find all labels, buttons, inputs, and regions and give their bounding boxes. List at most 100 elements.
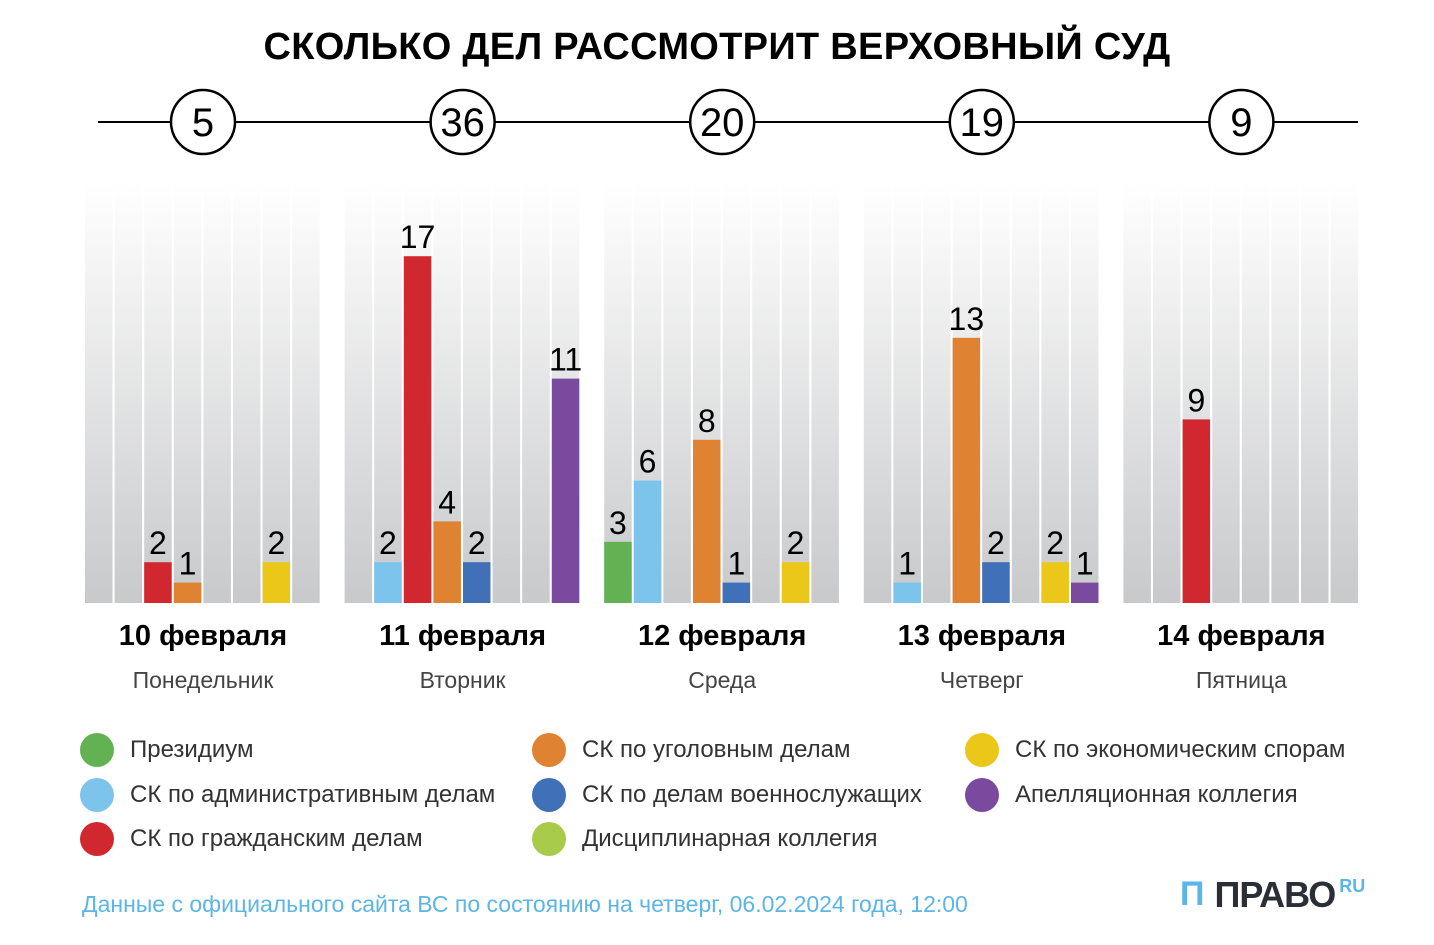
total-circle — [169, 88, 237, 156]
column-background — [344, 183, 373, 603]
total-label: 20 — [700, 101, 745, 145]
bar — [463, 562, 491, 603]
data-label: 8 — [698, 403, 716, 439]
data-label: 9 — [1187, 382, 1205, 418]
data-label: 4 — [438, 484, 456, 520]
column-background — [463, 183, 491, 603]
column-background — [233, 183, 261, 603]
total-circle — [948, 88, 1016, 156]
weekday-label: Пятница — [1195, 667, 1287, 693]
weekday-label: Среда — [688, 667, 757, 693]
column-background — [374, 183, 402, 603]
bar — [551, 378, 580, 603]
column-background — [1011, 183, 1040, 603]
total-circle — [688, 88, 756, 156]
bar — [374, 562, 402, 603]
legend-swatch — [80, 733, 114, 767]
column-background — [923, 183, 951, 603]
day-label: 10 февраля — [118, 620, 288, 652]
chart-title: СКОЛЬКО ДЕЛ РАССМОТРИТ ВЕРХОВНЫЙ СУД — [263, 26, 1171, 68]
bar — [693, 439, 721, 603]
data-label: 13 — [949, 301, 985, 337]
bar — [604, 541, 632, 603]
data-label: 1 — [727, 546, 745, 582]
bar — [722, 582, 751, 603]
legend-swatch — [532, 778, 566, 812]
column-background — [781, 183, 810, 603]
legend-swatch — [965, 733, 999, 767]
data-label: 6 — [639, 444, 657, 480]
column-background — [1123, 183, 1151, 603]
data-label: 2 — [149, 525, 167, 561]
column-background — [492, 183, 521, 603]
data-label: 1 — [1076, 546, 1094, 582]
legend-label: СК по административным делам — [130, 781, 496, 808]
column-background — [1271, 183, 1299, 603]
bar — [433, 521, 461, 603]
weekday-label: Понедельник — [132, 667, 274, 693]
logo-suffix: RU — [1339, 876, 1366, 896]
column-background — [173, 183, 202, 603]
weekday-label: Вторник — [419, 667, 506, 693]
legend-swatch — [532, 822, 566, 856]
column-background — [144, 183, 172, 603]
total-label: 36 — [440, 101, 485, 145]
column-background — [752, 183, 780, 603]
bar — [403, 256, 432, 603]
column-background — [203, 183, 231, 603]
column-background — [811, 183, 839, 603]
column-background — [1041, 183, 1069, 603]
weekday-label: Четверг — [939, 667, 1024, 693]
bar — [893, 582, 921, 603]
bar — [144, 562, 172, 603]
bar — [1182, 419, 1211, 603]
day-label: 14 февраля — [1157, 620, 1326, 652]
bar — [173, 582, 202, 603]
column-background — [1212, 183, 1240, 603]
legend-item: Дисциплинарная коллегия — [532, 822, 878, 856]
legend-item: СК по гражданским делам — [80, 822, 423, 856]
column-background — [722, 183, 751, 603]
legend-swatch — [80, 822, 114, 856]
bar — [262, 562, 291, 603]
bar — [982, 562, 1010, 603]
pravo-ru-logo[interactable]: П ПРАВО RU — [1180, 876, 1365, 914]
data-label: 2 — [987, 525, 1005, 561]
column-background — [1153, 183, 1181, 603]
data-label: 2 — [379, 525, 397, 561]
column-background — [262, 183, 291, 603]
data-label: 1 — [898, 546, 916, 582]
legend-item: СК по уголовным делам — [532, 733, 851, 767]
column-background — [292, 183, 320, 603]
column-background — [604, 183, 632, 603]
bar — [952, 337, 981, 603]
legend-swatch — [532, 733, 566, 767]
bar — [781, 562, 810, 603]
legend-swatch — [80, 778, 114, 812]
column-background — [863, 183, 892, 603]
legend-item: Президиум — [80, 733, 253, 767]
column-background — [85, 183, 113, 603]
legend-item: СК по экономическим спорам — [965, 733, 1345, 767]
legend-label: Дисциплинарная коллегия — [582, 825, 878, 852]
data-label: 17 — [400, 219, 436, 255]
column-background — [1330, 183, 1359, 603]
column-background — [893, 183, 921, 603]
legend-label: СК по делам военнослужащих — [582, 781, 922, 808]
logo-mark: П — [1180, 875, 1205, 913]
column-background — [1241, 183, 1270, 603]
legend-label: СК по гражданским делам — [130, 825, 423, 852]
legend-item: СК по административным делам — [80, 778, 495, 812]
day-label: 12 февраля — [637, 620, 807, 652]
data-label: 1 — [179, 546, 197, 582]
total-label: 9 — [1230, 101, 1252, 145]
data-label: 2 — [1046, 525, 1064, 561]
column-background — [522, 183, 550, 603]
legend-label: Апелляционная коллегия — [1015, 781, 1298, 808]
legend-swatch — [965, 778, 999, 812]
column-background — [982, 183, 1010, 603]
legend-label: СК по экономическим спорам — [1015, 736, 1346, 763]
bar — [1071, 582, 1099, 603]
total-label: 5 — [192, 101, 214, 145]
